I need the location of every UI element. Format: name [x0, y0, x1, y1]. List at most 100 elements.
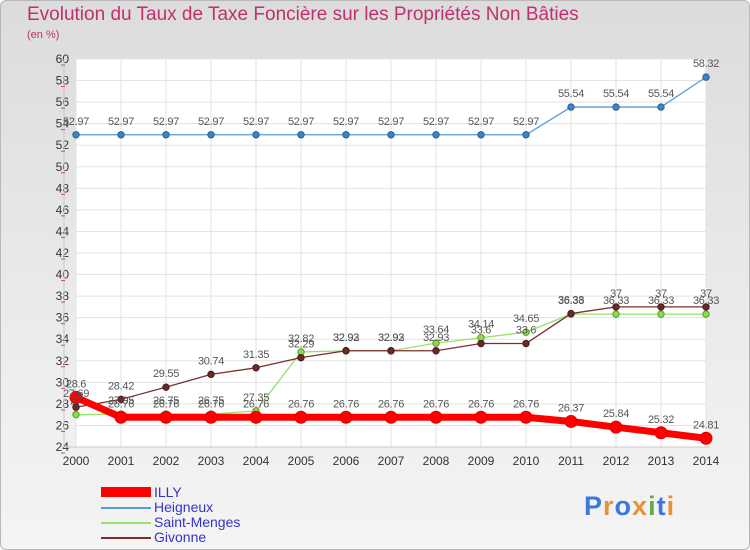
data-label-saint-menges: 26.75 [153, 395, 179, 407]
data-point-saint-menges [72, 410, 80, 419]
data-label-heigneux: 55.54 [603, 88, 629, 100]
chart-title: Evolution du Taux de Taxe Foncière sur l… [27, 4, 579, 25]
data-point-illy [564, 414, 578, 428]
data-label-saint-menges: 34.65 [513, 313, 539, 325]
x-tick-label: 2010 [513, 454, 540, 468]
legend-swatch-saint-menges [101, 522, 151, 524]
data-label-givonne: 31.35 [243, 349, 269, 361]
data-label-saint-menges: 36.33 [693, 295, 719, 307]
data-point-givonne [207, 370, 215, 379]
data-label-heigneux: 52.97 [513, 116, 539, 128]
data-label-saint-menges: 33.64 [423, 324, 449, 336]
data-label-saint-menges: 27.35 [243, 392, 269, 404]
y-tick-label: 60 [56, 52, 70, 66]
x-tick-label: 2005 [288, 454, 315, 468]
data-point-heigneux [702, 73, 710, 81]
data-point-saint-menges [702, 310, 710, 318]
y-tick-label: 26 [56, 418, 70, 432]
data-point-heigneux [567, 103, 575, 111]
x-tick-label: 2001 [108, 454, 135, 468]
x-tick-label: 2012 [603, 454, 630, 468]
x-tick-label: 2008 [423, 454, 450, 468]
data-label-givonne: 36.38 [558, 295, 584, 307]
data-label-givonne: 27.69 [63, 388, 89, 400]
data-point-illy [69, 390, 83, 404]
data-point-givonne [162, 383, 170, 391]
y-tick-label: 44 [56, 224, 70, 238]
data-label-illy: 25.32 [648, 414, 674, 426]
data-point-illy [249, 410, 263, 424]
data-point-saint-menges [657, 310, 665, 318]
data-point-givonne [702, 303, 710, 311]
data-point-givonne [567, 309, 575, 318]
data-point-illy [159, 410, 173, 424]
data-label-givonne: 29.55 [153, 368, 179, 380]
data-point-heigneux [612, 103, 620, 111]
data-point-givonne [657, 303, 665, 311]
x-tick-label: 2006 [333, 454, 360, 468]
data-label-illy: 24.81 [693, 419, 719, 431]
x-tick-label: 2011 [558, 454, 584, 468]
data-label-heigneux: 52.97 [288, 116, 314, 128]
data-point-givonne [297, 353, 305, 362]
data-point-givonne [117, 395, 125, 404]
data-label-heigneux: 52.97 [423, 116, 449, 128]
data-label-heigneux: 55.54 [648, 88, 674, 100]
data-label-illy: 26.76 [153, 398, 179, 410]
y-tick-label: 40 [56, 268, 70, 282]
data-point-heigneux [207, 131, 215, 139]
y-tick-label: 42 [56, 246, 70, 260]
x-tick-label: 2013 [648, 454, 675, 468]
data-label-saint-menges: 32.92 [333, 332, 359, 344]
x-tick-label: 2004 [243, 454, 270, 468]
data-label-heigneux: 52.97 [108, 116, 134, 128]
data-point-illy [114, 410, 128, 424]
data-point-saint-menges [522, 328, 530, 336]
legend-label-givonne: Givonne [154, 529, 207, 545]
data-point-givonne [477, 339, 485, 348]
proxiti-logo: Proxiti [584, 491, 676, 521]
x-tick-label: 2007 [378, 454, 405, 468]
data-label-givonne: 33.6 [471, 325, 491, 337]
legend-swatch-illy [101, 487, 151, 497]
data-label-illy: 26.76 [198, 398, 224, 410]
legend-label-saint-menges: Saint-Menges [154, 514, 241, 530]
y-tick-label: 38 [56, 289, 70, 303]
data-point-saint-menges [432, 339, 440, 347]
data-label-illy: 26.76 [468, 398, 494, 410]
data-label-saint-menges: 32.82 [288, 333, 314, 345]
legend-swatch-givonne [101, 537, 151, 539]
data-point-illy [384, 410, 398, 424]
data-label-illy: 25.84 [603, 408, 629, 420]
data-point-illy [699, 431, 713, 445]
y-tick-label: 54 [56, 117, 70, 131]
data-label-givonne: 32.93 [423, 332, 449, 344]
data-label-givonne: 33.6 [516, 325, 536, 337]
data-point-heigneux [72, 131, 80, 139]
data-label-illy: 26.76 [243, 398, 269, 410]
data-point-heigneux [117, 131, 125, 139]
data-point-heigneux [162, 131, 170, 139]
data-label-illy: 26.76 [513, 398, 539, 410]
data-label-saint-menges: 32.92 [378, 332, 404, 344]
data-point-heigneux [297, 131, 305, 139]
data-label-illy: 26.76 [423, 398, 449, 410]
y-tick-label: 34 [56, 332, 70, 346]
data-label-givonne: 32.93 [333, 332, 359, 344]
data-point-illy [654, 426, 668, 440]
data-point-illy [339, 410, 353, 424]
data-point-givonne [612, 303, 620, 311]
data-label-saint-menges: 36.33 [648, 295, 674, 307]
data-point-givonne [387, 347, 395, 355]
data-point-heigneux [522, 131, 530, 139]
x-tick-label: 2002 [153, 454, 180, 468]
data-label-heigneux: 55.54 [558, 88, 584, 100]
data-label-givonne: 32.93 [378, 332, 404, 344]
data-point-heigneux [387, 131, 395, 139]
data-label-illy: 26.76 [108, 398, 134, 410]
x-tick-label: 2014 [693, 454, 720, 468]
data-point-givonne [522, 339, 530, 348]
y-tick-label: 50 [56, 160, 70, 174]
legend-swatch-heigneux [101, 507, 151, 509]
